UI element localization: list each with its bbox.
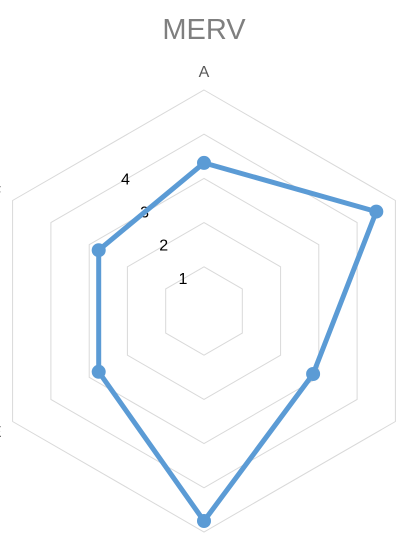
grid-ring-5 xyxy=(12,89,396,533)
category-label-e: E xyxy=(0,424,2,441)
tick-label-1: 1 xyxy=(178,271,187,288)
category-label-a: A xyxy=(199,64,210,81)
grid-ring-3 xyxy=(88,177,320,445)
data-point-f xyxy=(91,243,106,258)
grid-ring-2 xyxy=(126,222,282,400)
data-point-d xyxy=(197,514,211,528)
chart-title: MERV xyxy=(162,14,246,46)
data-point-b xyxy=(369,204,384,219)
data-point-c xyxy=(306,367,321,381)
grid-ring-1 xyxy=(165,266,243,356)
series-layer xyxy=(91,155,384,528)
radar-grid xyxy=(12,89,396,533)
data-point-e xyxy=(91,364,106,379)
tick-label-4: 4 xyxy=(121,171,130,188)
category-label-f: F xyxy=(0,184,1,201)
data-point-a xyxy=(197,155,211,170)
grid-ring-4 xyxy=(50,133,358,489)
tick-label-2: 2 xyxy=(159,238,168,255)
series-line-0 xyxy=(96,160,379,524)
category-labels: ABCDEF xyxy=(0,64,210,441)
